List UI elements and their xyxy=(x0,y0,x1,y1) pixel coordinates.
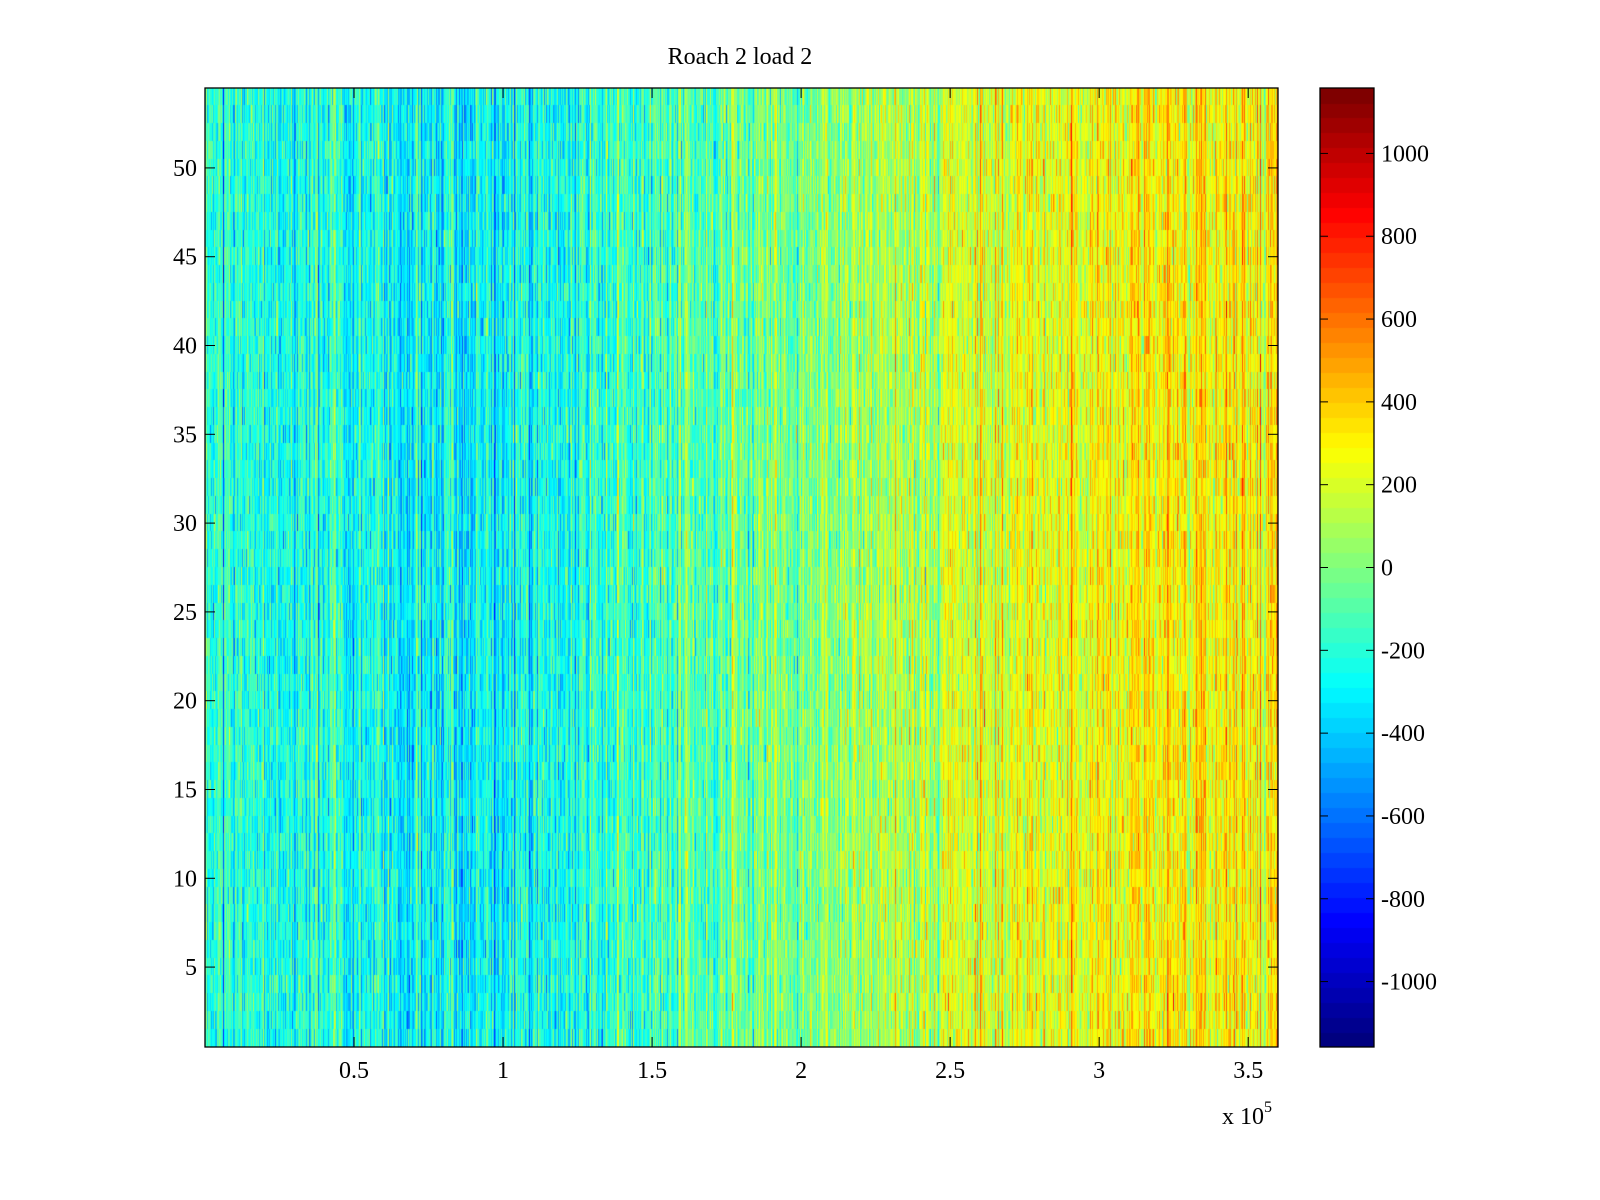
colorbar-tick-label: 1000 xyxy=(1381,141,1429,167)
heatmap-image xyxy=(205,88,1278,1047)
colorbar-tick-label: 200 xyxy=(1381,473,1417,499)
colorbar-tick-label: -1000 xyxy=(1381,970,1437,996)
x-exponent-label: x 105 xyxy=(1222,1099,1272,1130)
colorbar-tick-label: -200 xyxy=(1381,638,1425,664)
y-tick-label: 20 xyxy=(173,689,197,715)
colorbar-tick-label: 800 xyxy=(1381,224,1417,250)
y-tick-label: 35 xyxy=(173,422,197,448)
x-axis: 0.5 1 1.5 2 2.5 3 3.5 xyxy=(339,1058,1263,1084)
colorbar-tick-label: -800 xyxy=(1381,887,1425,913)
x-tick-label: 1 xyxy=(497,1058,509,1084)
x-tick-label: 1.5 xyxy=(637,1058,667,1084)
x-exponent-base: x 10 xyxy=(1222,1104,1264,1130)
y-tick-label: 10 xyxy=(173,866,197,892)
colorbar-axis: -1000 -800 -600 -400 -200 0 200 400 600 800 1000 xyxy=(1381,141,1437,995)
chart-title: Roach 2 load 2 xyxy=(668,44,813,70)
x-tick-label: 3.5 xyxy=(1233,1058,1263,1084)
y-tick-label: 40 xyxy=(173,334,197,360)
colorbar-tick-label: 0 xyxy=(1381,556,1393,582)
x-tick-label: 2 xyxy=(795,1058,807,1084)
y-tick-label: 25 xyxy=(173,600,197,626)
x-exponent-power: 5 xyxy=(1264,1099,1272,1116)
x-tick-label: 2.5 xyxy=(935,1058,965,1084)
colorbar-tick-label: -600 xyxy=(1381,804,1425,830)
colorbar-tick-label: 600 xyxy=(1381,307,1417,333)
x-tick-label: 0.5 xyxy=(339,1058,369,1084)
colorbar xyxy=(1320,88,1374,1047)
y-tick-label: 30 xyxy=(173,511,197,537)
x-tick-label: 3 xyxy=(1093,1058,1105,1084)
y-tick-label: 15 xyxy=(173,777,197,803)
y-tick-label: 50 xyxy=(173,156,197,182)
y-axis: 5 10 15 20 25 30 35 40 45 50 xyxy=(173,156,197,981)
y-tick-label: 45 xyxy=(173,245,197,271)
colorbar-tick-label: -400 xyxy=(1381,721,1425,747)
colorbar-tick-label: 400 xyxy=(1381,390,1417,416)
y-tick-label: 5 xyxy=(185,955,197,981)
